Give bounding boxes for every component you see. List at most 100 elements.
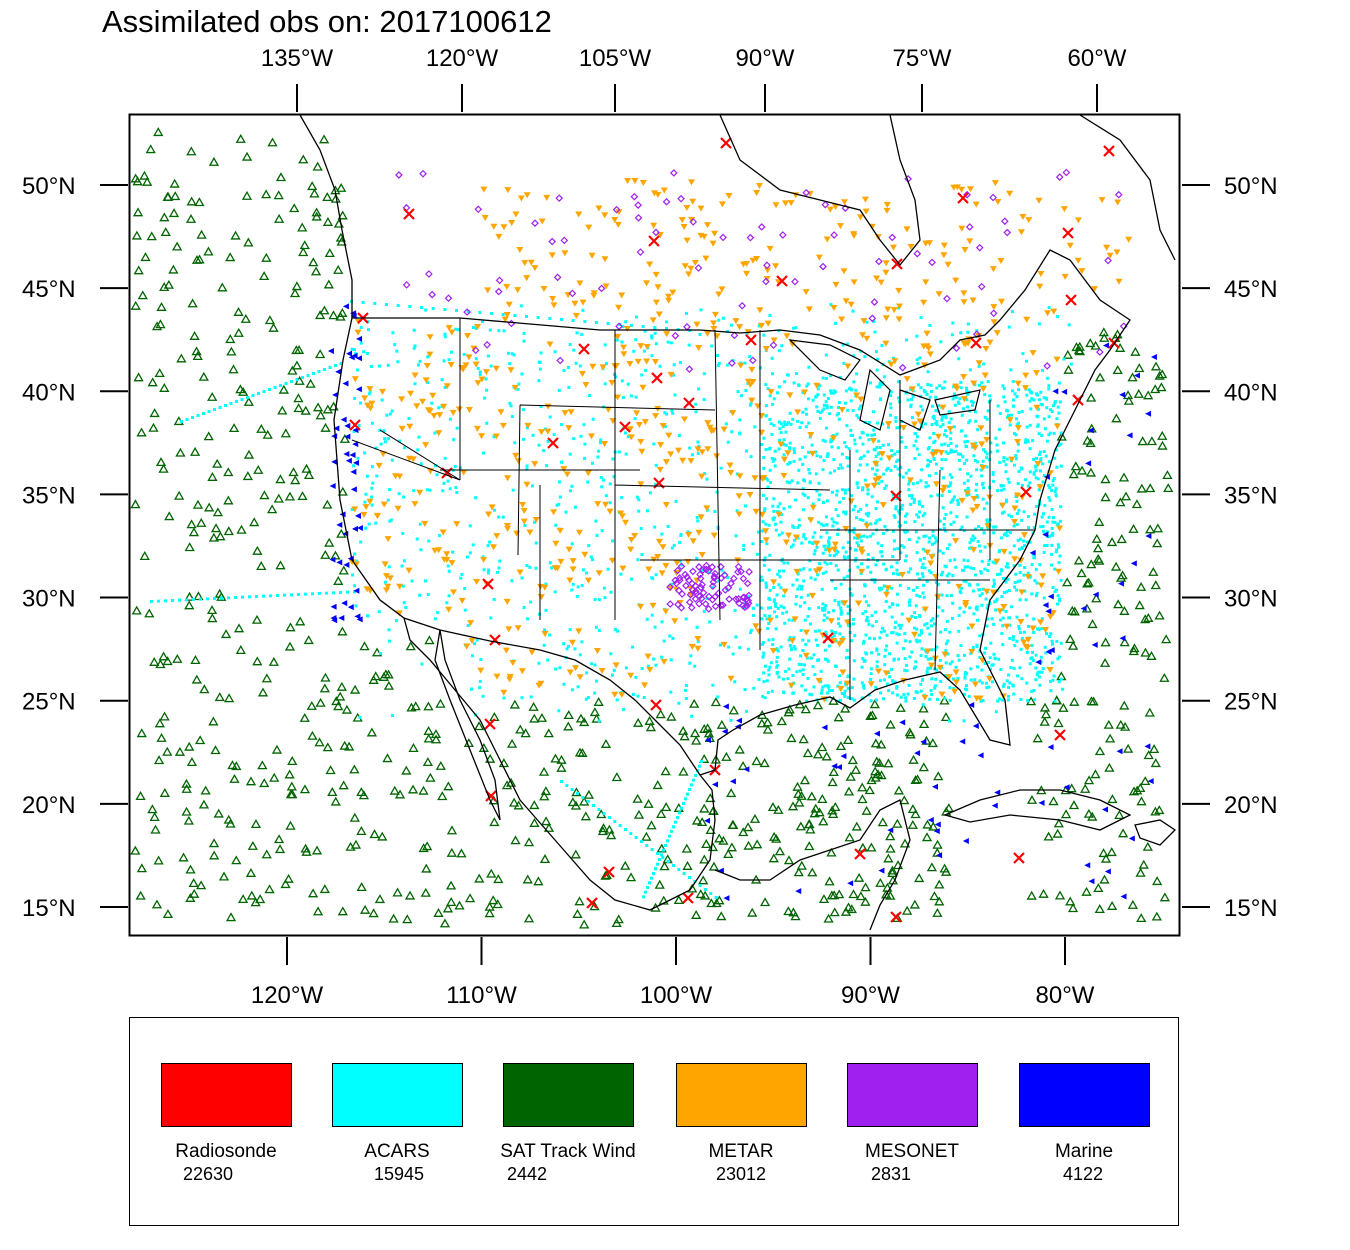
radiosonde-mark xyxy=(578,343,590,355)
acars-mark xyxy=(908,598,912,602)
sat-track-wind-mark xyxy=(155,457,167,467)
metar-mark xyxy=(826,206,834,213)
sat-track-wind-mark xyxy=(579,919,590,929)
acars-mark xyxy=(764,477,768,481)
acars-mark xyxy=(864,633,868,637)
acars-mark xyxy=(555,503,559,507)
sat-track-wind-mark xyxy=(291,360,303,370)
acars-mark xyxy=(262,390,266,393)
marine-mark xyxy=(1029,549,1036,556)
marine-mark xyxy=(847,880,854,887)
acars-mark xyxy=(581,308,585,312)
acars-mark xyxy=(811,502,815,506)
acars-mark xyxy=(353,348,357,352)
sat-track-wind-mark xyxy=(301,846,312,856)
acars-mark xyxy=(581,796,585,799)
metar-mark xyxy=(787,200,795,207)
acars-mark xyxy=(1054,487,1058,491)
radiosonde-mark xyxy=(603,866,615,878)
sat-track-wind-mark xyxy=(814,807,825,817)
acars-mark xyxy=(781,569,785,573)
acars-mark xyxy=(1015,423,1019,427)
acars-mark xyxy=(761,641,765,645)
acars-mark xyxy=(401,531,405,535)
acars-mark xyxy=(778,502,782,506)
acars-mark xyxy=(846,574,850,578)
acars-mark xyxy=(1028,423,1032,427)
acars-mark xyxy=(865,503,869,507)
acars-mark xyxy=(792,451,796,455)
acars-mark xyxy=(954,449,958,453)
acars-mark xyxy=(801,492,805,496)
sat-track-wind-mark xyxy=(405,641,416,651)
acars-mark xyxy=(873,472,877,476)
acars-mark xyxy=(765,617,769,621)
metar-mark xyxy=(351,506,359,513)
acars-mark xyxy=(866,433,870,437)
sat-track-wind-mark xyxy=(1073,555,1085,565)
acars-mark xyxy=(920,572,924,576)
acars-mark xyxy=(915,627,919,631)
metar-mark xyxy=(794,409,802,416)
acars-mark xyxy=(929,689,933,693)
sat-track-wind-mark xyxy=(899,795,910,805)
mesonet-mark xyxy=(705,592,713,601)
acars-mark xyxy=(934,581,938,585)
acars-mark xyxy=(946,444,950,448)
acars-mark xyxy=(1012,463,1016,467)
acars-mark xyxy=(1018,630,1022,634)
marine-mark xyxy=(1101,806,1108,813)
acars-mark xyxy=(640,840,643,843)
acars-mark xyxy=(1059,641,1063,645)
acars-mark xyxy=(1037,432,1041,436)
acars-mark xyxy=(876,421,880,425)
acars-mark xyxy=(851,617,855,621)
acars-mark xyxy=(816,393,820,397)
acars-mark xyxy=(685,311,689,315)
acars-mark xyxy=(766,627,770,631)
acars-mark xyxy=(953,403,957,407)
acars-mark xyxy=(1016,580,1020,584)
metar-mark xyxy=(764,267,772,274)
acars-mark xyxy=(445,601,449,605)
mesonet-mark xyxy=(471,346,480,355)
metar-mark xyxy=(620,351,628,358)
acars-mark xyxy=(820,688,824,692)
acars-mark xyxy=(866,565,870,569)
acars-mark xyxy=(1005,562,1009,566)
metar-mark xyxy=(711,230,719,237)
metar-mark xyxy=(932,481,940,488)
mesonet-mark xyxy=(717,601,725,610)
metar-mark xyxy=(631,178,639,185)
metar-mark xyxy=(922,240,930,247)
acars-mark xyxy=(1046,376,1050,380)
sat-track-wind-mark xyxy=(259,490,270,500)
metar-mark xyxy=(903,376,911,383)
metar-mark xyxy=(384,536,392,543)
acars-mark xyxy=(832,554,836,558)
acars-mark xyxy=(570,588,574,592)
sat-track-wind-mark xyxy=(1140,776,1151,786)
legend-label: Marine xyxy=(1054,1141,1114,1162)
acars-mark xyxy=(589,555,593,559)
acars-mark xyxy=(684,696,688,700)
acars-mark xyxy=(1034,653,1038,657)
acars-mark xyxy=(840,691,844,695)
sat-track-wind-mark xyxy=(1150,758,1161,768)
legend-swatch xyxy=(332,1063,463,1127)
acars-mark xyxy=(502,696,506,700)
sat-track-wind-mark xyxy=(793,867,804,877)
acars-mark xyxy=(765,679,769,683)
metar-mark xyxy=(762,537,770,544)
acars-mark xyxy=(534,541,538,545)
sat-track-wind-mark xyxy=(929,891,940,901)
mesonet-mark xyxy=(711,602,720,611)
acars-mark xyxy=(915,513,919,517)
acars-mark xyxy=(965,684,969,688)
acars-mark xyxy=(852,527,856,531)
acars-mark xyxy=(834,508,838,512)
acars-mark xyxy=(761,578,765,582)
metar-mark xyxy=(875,475,883,482)
acars-mark xyxy=(867,511,871,515)
sat-track-wind-mark xyxy=(1115,497,1126,507)
